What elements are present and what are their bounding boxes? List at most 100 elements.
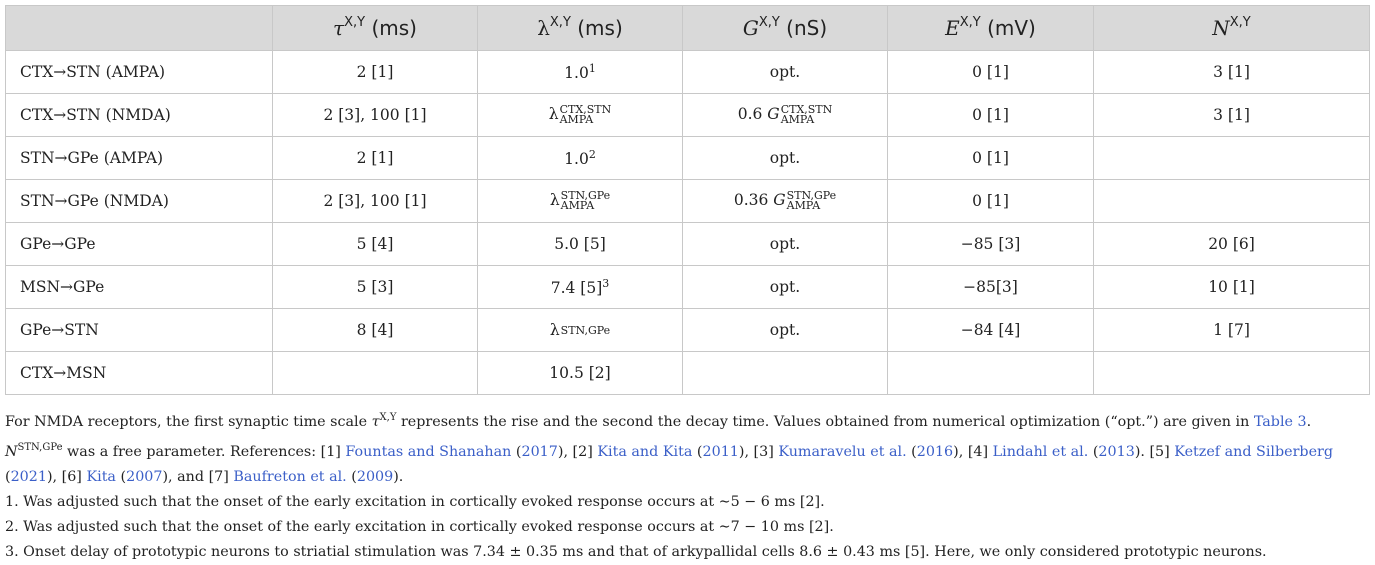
cell-n: 1 [7] xyxy=(1093,308,1370,352)
cell-g: opt. xyxy=(682,136,888,180)
cell-text: opt. xyxy=(769,235,801,253)
math-superscript: STN,GPe xyxy=(786,189,837,202)
cell-g xyxy=(682,351,888,395)
cell-n: 3 [1] xyxy=(1093,93,1370,137)
cell-lambda: 10.5 [2] xyxy=(477,351,683,395)
footnote-main: For NMDA receptors, the first synaptic t… xyxy=(5,412,1334,485)
cell-n xyxy=(1093,351,1370,395)
table-row: CTX→STN (AMPA) 2 [1] 1.01 opt. 0 [1] 3 [1] xyxy=(5,50,1370,94)
table-header-row: τX,Y (ms) λX,Y (ms) GX,Y (nS) EX,Y (mV) … xyxy=(5,5,1370,51)
header-tau: τX,Y (ms) xyxy=(272,5,478,51)
row-label: GPe→STN xyxy=(5,308,273,352)
table-row: STN→GPe (NMDA) 2 [3], 100 [1] λ STN,GPe AMPA… xyxy=(5,179,1370,223)
link-table-3[interactable]: Table 3 xyxy=(1253,413,1307,430)
link-ref-6-year[interactable]: 2007 xyxy=(126,468,163,485)
math-symbol: G xyxy=(773,191,786,209)
link-ref-5-year[interactable]: 2021 xyxy=(10,468,47,485)
cell-value: 7.4 [5] xyxy=(550,279,603,297)
table-row: GPe→GPe 5 [4] 5.0 [5] opt. −85 [3] 20 [6] xyxy=(5,222,1370,266)
math-symbol: G xyxy=(767,105,780,123)
cell-g: 0.6 G CTX,STN AMPA xyxy=(682,93,888,137)
link-ref-7-year[interactable]: 2009 xyxy=(356,468,394,485)
header-e: EX,Y (mV) xyxy=(887,5,1094,51)
cell-value: 10.5 [2] xyxy=(549,364,611,382)
table-row: CTX→STN (NMDA) 2 [3], 100 [1] λ CTX,STN AMPA… xyxy=(5,93,1370,137)
link-ref-3[interactable]: Kumaravelu et al. xyxy=(778,443,907,460)
cell-prefix: 0.36 xyxy=(733,191,774,209)
row-label: GPe→GPe xyxy=(5,222,273,266)
cell-tau: 5 [4] xyxy=(272,222,478,266)
math-subscript: AMPA xyxy=(559,113,594,126)
math-subscript: AMPA xyxy=(780,113,815,126)
table-row: GPe→STN 8 [4] λ STN,GPe opt. −84 [4] 1 [7] xyxy=(5,308,1370,352)
footnote-1: 1. Was adjusted such that the onset of t… xyxy=(5,493,825,510)
link-ref-6[interactable]: Kita xyxy=(86,468,116,485)
cell-lambda: λ CTX,STN AMPA xyxy=(477,93,683,137)
link-ref-4[interactable]: Lindahl et al. xyxy=(992,443,1089,460)
math-scripts: STN,GPe AMPA xyxy=(786,189,837,211)
cell-e: 0 [1] xyxy=(887,179,1094,223)
math-superscript: STN,GPe xyxy=(560,324,611,337)
link-ref-1-year[interactable]: 2017 xyxy=(521,443,558,460)
cell-tau: 2 [3], 100 [1] xyxy=(272,179,478,223)
math-symbol: λ xyxy=(549,321,560,339)
link-ref-2-year[interactable]: 2011 xyxy=(702,443,739,460)
cell-lambda: λ STN,GPe AMPA xyxy=(477,179,683,223)
cell-lambda: 5.0 [5] xyxy=(477,222,683,266)
cell-g: 0.36 G STN,GPe AMPA xyxy=(682,179,888,223)
cell-n: 10 [1] xyxy=(1093,265,1370,309)
table-footnotes: For NMDA receptors, the first synaptic t… xyxy=(5,405,1369,565)
cell-e: 0 [1] xyxy=(887,50,1094,94)
row-label: STN→GPe (NMDA) xyxy=(5,179,273,223)
cell-e: −84 [4] xyxy=(887,308,1094,352)
row-label: CTX→MSN xyxy=(5,351,273,395)
row-label: CTX→STN (AMPA) xyxy=(5,50,273,94)
footnote-2: 2. Was adjusted such that the onset of t… xyxy=(5,518,834,535)
cell-e: 0 [1] xyxy=(887,93,1094,137)
cell-value: 1.0 xyxy=(564,150,589,168)
cell-lambda: 1.01 xyxy=(477,50,683,94)
footnote-3: 3. Onset delay of prototypic neurons to … xyxy=(5,543,1267,560)
parameter-table-page: τX,Y (ms) λX,Y (ms) GX,Y (nS) EX,Y (mV) … xyxy=(5,5,1370,560)
cell-g: opt. xyxy=(682,265,888,309)
cell-text: opt. xyxy=(769,321,801,339)
row-label: STN→GPe (AMPA) xyxy=(5,136,273,180)
link-ref-5[interactable]: Ketzef and Silberberg xyxy=(1174,443,1334,460)
table-row: STN→GPe (AMPA) 2 [1] 1.02 opt. 0 [1] xyxy=(5,136,1370,180)
header-g: GX,Y (nS) xyxy=(682,5,888,51)
link-ref-2[interactable]: Kita and Kita xyxy=(597,443,693,460)
cell-e: −85 [3] xyxy=(887,222,1094,266)
link-ref-3-year[interactable]: 2016 xyxy=(916,443,954,460)
table-row: CTX→MSN 10.5 [2] xyxy=(5,351,1370,395)
cell-lambda: 1.02 xyxy=(477,136,683,180)
math-scripts: CTX,STN AMPA xyxy=(780,104,833,126)
link-ref-1[interactable]: Fountas and Shanahan xyxy=(345,443,512,460)
cell-prefix: 0.6 xyxy=(737,105,768,123)
cell-g: opt. xyxy=(682,50,888,94)
cell-n: 20 [6] xyxy=(1093,222,1370,266)
math-scripts: STN,GPe xyxy=(560,324,611,337)
cell-n xyxy=(1093,136,1370,180)
cell-text: opt. xyxy=(769,149,801,167)
cell-lambda: λ STN,GPe xyxy=(477,308,683,352)
cell-g: opt. xyxy=(682,222,888,266)
cell-e: 0 [1] xyxy=(887,136,1094,180)
header-n: NX,Y xyxy=(1093,5,1370,51)
row-label: MSN→GPe xyxy=(5,265,273,309)
math-symbol: λ xyxy=(549,191,560,209)
math-scripts: STN,GPe AMPA xyxy=(560,189,611,211)
cell-lambda: 7.4 [5]3 xyxy=(477,265,683,309)
link-ref-7[interactable]: Baufreton et al. xyxy=(233,468,347,485)
footnote-marker: 2 xyxy=(588,148,596,161)
cell-e xyxy=(887,351,1094,395)
math-superscript: STN,GPe xyxy=(560,189,611,202)
footnote-marker: 1 xyxy=(588,62,596,75)
cell-tau: 8 [4] xyxy=(272,308,478,352)
cell-tau: 2 [1] xyxy=(272,50,478,94)
header-label xyxy=(5,5,273,51)
link-ref-4-year[interactable]: 2013 xyxy=(1098,443,1135,460)
table-row: MSN→GPe 5 [3] 7.4 [5]3 opt. −85[3] 10 [1] xyxy=(5,265,1370,309)
cell-value: 5.0 [5] xyxy=(554,235,606,253)
synapse-parameter-table: τX,Y (ms) λX,Y (ms) GX,Y (nS) EX,Y (mV) … xyxy=(5,5,1370,395)
footnote-marker: 3 xyxy=(602,277,610,290)
